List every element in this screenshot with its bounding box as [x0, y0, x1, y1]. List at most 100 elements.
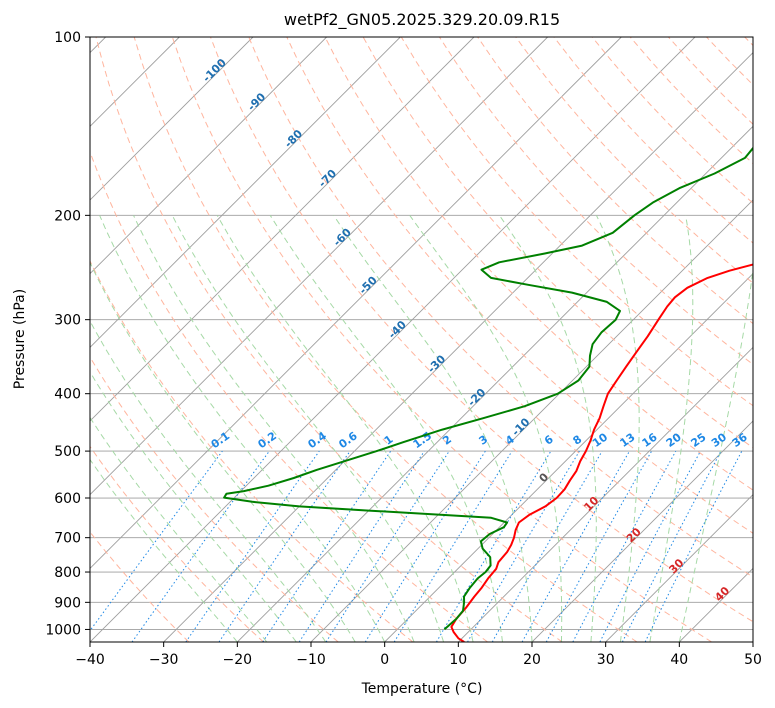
moist-adiabat-line — [269, 215, 503, 642]
moist-adiabat-line — [99, 215, 386, 642]
mixing-ratio-label: 16 — [640, 430, 660, 450]
mixing-ratio-line — [325, 450, 450, 642]
dry-adiabat-line — [706, 37, 753, 86]
isotherm-line — [90, 37, 327, 275]
dry-adiabat-label: -70 — [316, 167, 339, 190]
mixing-ratio-line — [90, 450, 223, 632]
mixing-ratio-label: 13 — [617, 431, 637, 450]
y-axis-ticks: 100 200 300 400 500 600 700 800 900 1000 — [45, 30, 90, 638]
mixing-ratio-label: 0.1 — [209, 429, 232, 451]
x-tick-label: 10 — [449, 652, 467, 668]
x-tick-label: −30 — [149, 652, 179, 668]
mixing-ratio-label: 8 — [571, 433, 585, 448]
x-tick-label: 40 — [670, 652, 688, 668]
dry-adiabat-label: -20 — [465, 386, 488, 409]
x-tick-label: −20 — [223, 652, 253, 668]
moist-adiabat-line — [409, 215, 563, 642]
isotherm-line — [90, 37, 548, 496]
mixing-ratio-label: 3 — [477, 433, 491, 448]
x-tick-label: −40 — [75, 652, 105, 668]
moist-adiabat-line — [333, 215, 533, 642]
moist-adiabat-label: 20 — [624, 525, 644, 545]
isotherm-line — [605, 494, 753, 642]
dry-adiabat-line — [171, 37, 712, 642]
dry-adiabat-label: -100 — [200, 56, 229, 85]
mixing-ratio-line — [364, 450, 486, 642]
mixing-ratio-line — [572, 450, 677, 642]
mixing-ratio-line — [185, 450, 320, 642]
mixing-ratio-label: 30 — [709, 430, 729, 450]
plot-frame — [89, 36, 754, 643]
dry-adiabat-line — [744, 37, 753, 47]
dry-adiabat-line — [591, 37, 753, 204]
isotherm-line — [90, 37, 254, 201]
y-tick-label: 1000 — [45, 622, 81, 638]
dry-adiabat-label: -80 — [282, 127, 305, 150]
isotherm-line — [90, 37, 475, 422]
moist-adiabat-line — [90, 458, 238, 642]
x-tick-label: −10 — [296, 652, 326, 668]
mixing-ratio-line — [521, 450, 630, 642]
moist-adiabat-label: 10 — [581, 494, 601, 514]
moist-adiabat-line — [90, 370, 297, 642]
x-tick-label: 0 — [380, 652, 389, 668]
mixing-ratio-line — [218, 450, 351, 642]
isotherm-line — [90, 37, 622, 569]
mixing-ratio-line — [599, 450, 701, 642]
y-tick-label: 900 — [54, 595, 81, 611]
isotherm-line — [752, 641, 753, 642]
isotherm-line — [458, 346, 753, 642]
dry-adiabat-label: -30 — [425, 352, 448, 375]
dry-adiabat-line — [90, 150, 488, 642]
dry-adiabat-line — [133, 37, 638, 642]
x-tick-label: 30 — [597, 652, 615, 668]
isotherm-line — [310, 199, 753, 642]
y-tick-label: 200 — [54, 208, 81, 224]
y-tick-label: 700 — [54, 531, 81, 547]
isotherm-line — [90, 37, 401, 348]
y-tick-label: 400 — [54, 387, 81, 403]
x-axis-label: Temperature (°C) — [361, 681, 483, 697]
dry-adiabat-line — [90, 356, 339, 642]
isotherm-line — [90, 37, 696, 642]
mixing-ratio-label: 6 — [542, 433, 556, 448]
dry-adiabat-label: -40 — [386, 318, 409, 341]
x-tick-label: 50 — [744, 652, 762, 668]
moist-adiabat-line — [678, 266, 753, 642]
dry-adiabat-line — [553, 37, 753, 244]
isotherm-line — [384, 273, 753, 642]
dry-adiabat-line — [90, 445, 264, 642]
moist-adiabat-line — [171, 215, 445, 642]
isotherm-line — [531, 420, 753, 642]
mixing-ratio-label: 0.6 — [336, 429, 360, 451]
moist-adiabat-line — [90, 416, 268, 642]
moist-adiabat-line — [216, 215, 474, 642]
dry-adiabat-label: -10 — [509, 415, 532, 438]
chart-title: wetPf2_GN05.2025.329.20.09.R15 — [284, 10, 560, 30]
dry-adiabat-line — [90, 259, 414, 642]
dry-adiabat-label: -60 — [331, 226, 354, 249]
y-axis-label: Pressure (hPa) — [12, 289, 28, 389]
moist-adiabat-line — [595, 215, 640, 642]
dewpoint-trace — [223, 146, 753, 631]
mixing-ratio-line — [393, 450, 513, 642]
dry-adiabat-line — [210, 37, 753, 623]
y-tick-label: 600 — [54, 491, 81, 507]
x-axis-ticks: −40 −30 −20 −10 0 10 20 30 40 50 — [75, 642, 762, 668]
mixing-ratio-line — [644, 450, 743, 642]
dry-adiabat-line — [668, 37, 753, 125]
mixing-ratio-line — [262, 450, 392, 642]
mixing-ratio-line — [131, 450, 270, 642]
dry-adiabat-line — [324, 37, 753, 491]
moist-adiabat-line — [90, 320, 327, 642]
mixing-ratio-line — [545, 450, 653, 642]
dry-adiabat-line — [248, 37, 753, 578]
y-tick-label: 100 — [54, 30, 81, 46]
moist-adiabat-label: 30 — [666, 556, 686, 576]
mixing-ratio-line — [467, 450, 580, 642]
isotherm-line — [163, 52, 753, 642]
mixing-ratio-label: 0.2 — [256, 429, 279, 451]
temperature-trace — [450, 263, 753, 642]
mixing-ratio-label: 2 — [440, 433, 454, 448]
